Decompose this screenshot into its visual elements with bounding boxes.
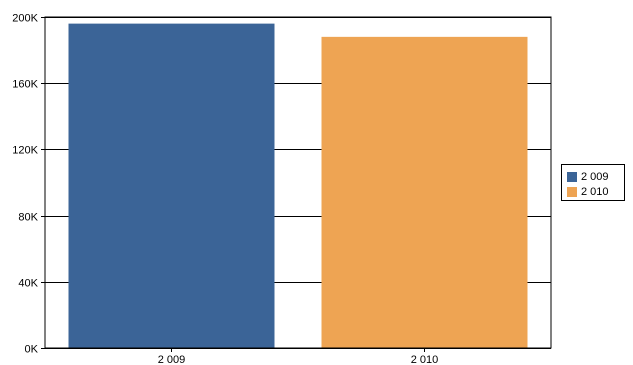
x-tick-label: 2 009	[158, 354, 186, 365]
y-tick-label: 120K	[12, 145, 38, 157]
y-tick-label: 80K	[18, 212, 38, 224]
bar-2009	[68, 23, 275, 349]
y-tick-label: 0K	[25, 344, 39, 356]
y-tick-label: 160K	[12, 79, 38, 91]
legend-swatch-2009	[567, 172, 577, 182]
x-tick-label: 2 010	[411, 354, 439, 365]
legend: 2 009 2 010	[561, 164, 625, 201]
legend-label-2009: 2 009	[581, 171, 609, 183]
legend-item-2010: 2 010	[567, 186, 609, 198]
legend-item-2009: 2 009	[567, 171, 609, 183]
y-axis-tick-labels: 0K 40K 80K 120K 160K 200K	[12, 13, 45, 356]
y-tick-label: 200K	[12, 13, 38, 25]
bars	[68, 23, 528, 349]
plot-area-frame	[44, 16, 552, 349]
x-axis-tick-labels: 2 009 2 010	[158, 348, 439, 365]
bar-2010	[321, 36, 528, 349]
legend-swatch-2010	[567, 187, 577, 197]
legend-label-2010: 2 010	[581, 186, 609, 198]
y-tick-label: 40K	[18, 278, 38, 290]
